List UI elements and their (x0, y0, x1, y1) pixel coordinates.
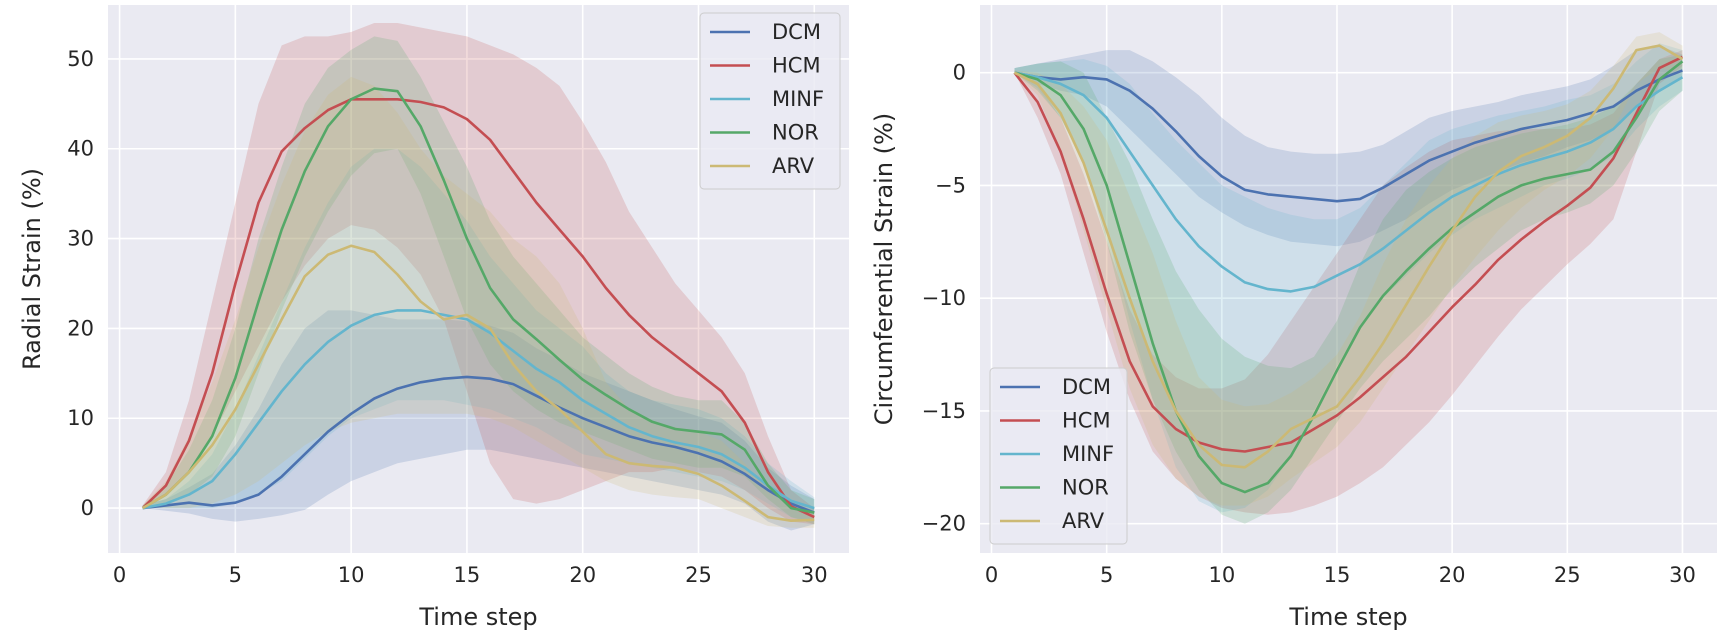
legend-label-nor: NOR (772, 121, 819, 145)
line-hcm (141, 98, 815, 519)
line-dcm (1014, 69, 1683, 203)
line-nor (142, 87, 815, 514)
legend: DCM HCM MINF NOR ARV (699, 12, 841, 190)
legend-label-minf: MINF (772, 87, 824, 111)
line-nor (1014, 60, 1684, 494)
legend-label-minf: MINF (1062, 442, 1114, 466)
x-tick-label: 30 (1669, 563, 1696, 587)
x-tick-label: 25 (685, 563, 712, 587)
x-tick-label: 5 (229, 563, 242, 587)
band-hcm (142, 23, 815, 525)
chart-1: 0 5 10 15 20 25 30 0 10 20 30 40 50 Time step Radial S… (18, 5, 849, 631)
legend-label-hcm: HCM (1062, 409, 1111, 433)
line-minf (1014, 71, 1684, 293)
line-hcm (1013, 55, 1684, 453)
legend: DCM HCM MINF NOR ARV (989, 367, 1128, 545)
line-dcm (142, 375, 815, 514)
legend-label-nor: NOR (1062, 476, 1109, 500)
band-minf (142, 148, 815, 522)
x-tick-label: 0 (113, 563, 126, 587)
legend-label-dcm: DCM (772, 20, 821, 44)
legend-box (699, 12, 841, 190)
x-tick-label: 5 (1100, 563, 1113, 587)
x-axis-label: Time step (1288, 603, 1407, 631)
chart-2: 0 5 10 15 20 25 30 0 −5 −10 −15 −20 Time step Circumf… (870, 5, 1717, 631)
band-dcm (1014, 45, 1683, 247)
y-tick-label: 20 (67, 316, 94, 340)
y-tick-label: 40 (67, 137, 94, 161)
line-arv (142, 244, 815, 523)
x-tick-label: 0 (985, 563, 998, 587)
legend-box (989, 367, 1128, 545)
x-tick-label: 15 (1324, 563, 1351, 587)
x-tick-label: 20 (1439, 563, 1466, 587)
legend-label-dcm: DCM (1062, 375, 1111, 399)
x-axis-label: Time step (418, 603, 537, 631)
line-minf (142, 309, 815, 510)
line-arv (1013, 44, 1684, 469)
y-tick-label: 10 (67, 406, 94, 430)
band-nor (1014, 54, 1683, 524)
y-axis-label: Radial Strain (%) (18, 168, 46, 370)
x-tick-label: 10 (1208, 563, 1235, 587)
band-arv (1014, 32, 1683, 506)
y-tick-label: 0 (81, 496, 94, 520)
legend-label-arv: ARV (772, 154, 815, 178)
y-tick-label: −5 (935, 173, 966, 197)
y-tick-label: −15 (922, 399, 966, 423)
x-tick-label: 10 (338, 563, 365, 587)
band-arv (142, 76, 815, 528)
x-tick-label: 15 (454, 563, 481, 587)
y-tick-label: 50 (67, 47, 94, 71)
band-dcm (142, 310, 815, 531)
x-tick-label: 25 (1554, 563, 1581, 587)
y-axis-label: Circumferential Strain (%) (870, 113, 898, 425)
y-tick-label: 0 (953, 61, 966, 85)
x-tick-label: 20 (569, 563, 596, 587)
x-tick-label: 30 (801, 563, 828, 587)
y-tick-label: −10 (922, 286, 966, 310)
legend-label-arv: ARV (1062, 509, 1105, 533)
y-tick-label: −20 (922, 512, 966, 536)
legend-label-hcm: HCM (772, 54, 821, 78)
y-tick-label: 30 (67, 227, 94, 251)
